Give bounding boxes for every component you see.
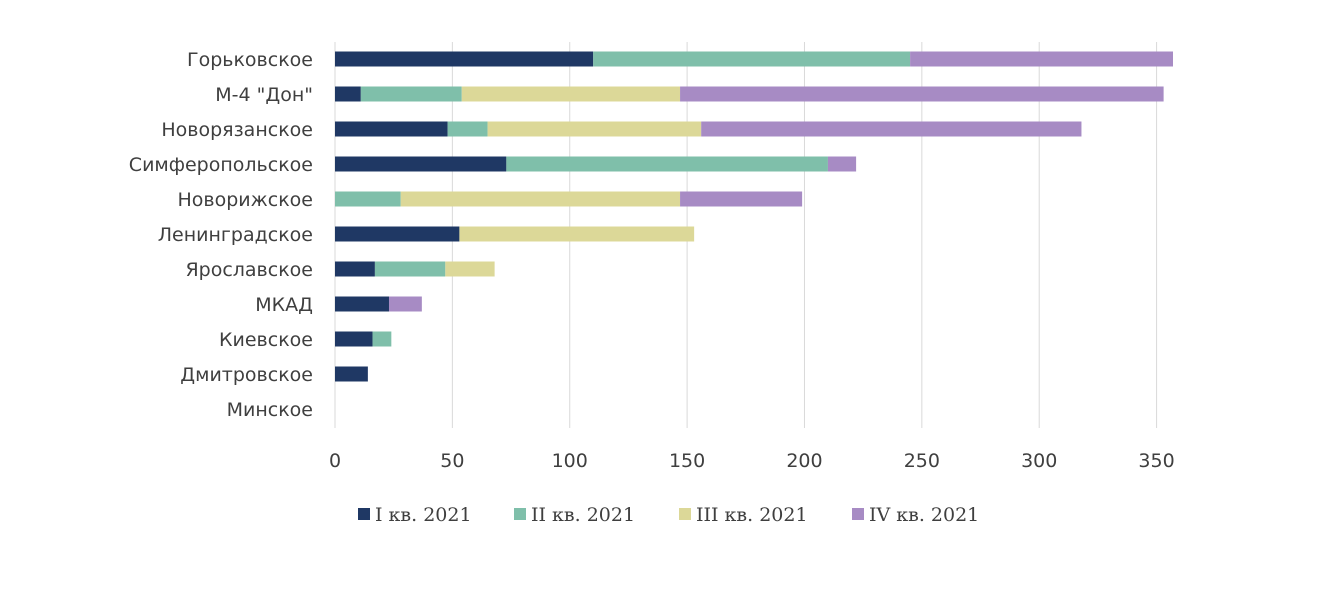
bar-segment	[461, 86, 681, 102]
bar-segment	[680, 191, 803, 207]
category-label: Ярославское	[185, 259, 313, 281]
bar-segment	[335, 191, 401, 207]
bar-segment	[335, 366, 368, 382]
legend: I кв. 2021 II кв. 2021 III кв. 2021 IV кв. …	[358, 504, 979, 526]
x-tick-label: 250	[904, 450, 940, 472]
legend-label: III кв. 2021	[696, 504, 808, 526]
bar-segment	[400, 191, 681, 207]
bar-segment	[335, 121, 448, 137]
bar-segment	[335, 331, 373, 347]
category-label: Дмитровское	[180, 364, 313, 386]
bar-segment	[388, 296, 422, 312]
category-label: Ленинградское	[158, 224, 313, 246]
bar-segment	[335, 226, 460, 242]
bar-segment	[335, 296, 389, 312]
x-tick-label: 0	[329, 450, 341, 472]
x-tick-label: 50	[440, 450, 464, 472]
bar-segment	[701, 121, 1082, 137]
legend-swatch	[358, 508, 370, 520]
bar-segment	[910, 51, 1173, 67]
category-label: МКАД	[255, 294, 313, 316]
category-label: Симферопольское	[129, 154, 313, 176]
bar-segment	[827, 156, 857, 172]
bar-segment	[335, 261, 375, 277]
bar-segment	[447, 121, 488, 137]
category-label: Минское	[227, 399, 313, 421]
legend-label: IV кв. 2021	[869, 504, 979, 526]
bar-segment	[459, 226, 695, 242]
x-tick-label: 200	[786, 450, 822, 472]
category-label: М-4 "Дон"	[215, 84, 313, 106]
bar-segment	[374, 261, 446, 277]
bar-segment	[372, 331, 392, 347]
bar-segment	[360, 86, 462, 102]
legend-label: II кв. 2021	[531, 504, 635, 526]
x-axis-tick-labels: 0 50 100 150 200 250 300 350	[329, 450, 1175, 472]
bar-segment	[335, 156, 507, 172]
category-label: Новорижское	[178, 189, 314, 211]
bar-segment	[506, 156, 828, 172]
legend-swatch	[514, 508, 526, 520]
legend-label: I кв. 2021	[375, 504, 472, 526]
bar-segment	[487, 121, 702, 137]
legend-swatch	[852, 508, 864, 520]
x-tick-label: 150	[669, 450, 705, 472]
category-label: Новорязанское	[161, 119, 313, 141]
bar-segment	[335, 51, 594, 67]
legend-swatch	[679, 508, 691, 520]
x-tick-label: 300	[1021, 450, 1057, 472]
category-label: Киевское	[219, 329, 313, 351]
x-tick-label: 100	[552, 450, 588, 472]
bars	[335, 51, 1173, 382]
x-tick-label: 350	[1138, 450, 1174, 472]
bar-segment	[680, 86, 1164, 102]
category-label: Горьковское	[187, 49, 313, 71]
category-labels: Горьковское М-4 "Дон" Новорязанское Симферо…	[129, 49, 313, 421]
bar-segment	[335, 86, 361, 102]
bar-segment	[593, 51, 911, 67]
bar-segment	[445, 261, 495, 277]
